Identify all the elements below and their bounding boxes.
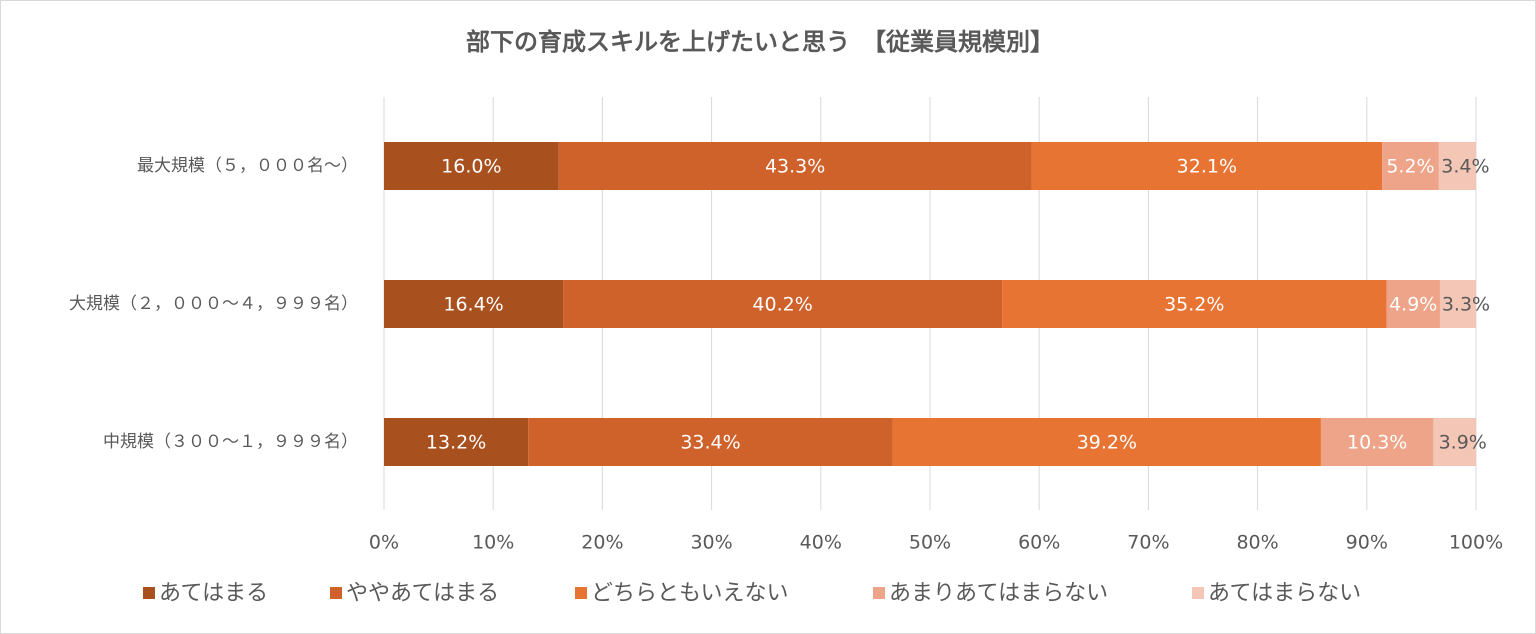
legend-swatch: [873, 587, 885, 599]
bar-segment: [384, 418, 529, 466]
bar-segment: [558, 142, 1032, 190]
legend-label: あてはまる: [159, 581, 268, 606]
data-label: 32.1%: [1177, 156, 1237, 178]
bar-segment: [1002, 280, 1387, 328]
data-label: 33.4%: [680, 432, 740, 454]
legend-label: あてはまらない: [1208, 581, 1361, 606]
legend-swatch: [575, 587, 587, 599]
bar-segment: [1438, 142, 1476, 190]
data-label: 3.9%: [1439, 432, 1487, 454]
x-tick-label: 70%: [1127, 532, 1169, 554]
y-tick-label: 中規模（３００～１，９９９名）: [103, 432, 358, 452]
x-tick-label: 50%: [909, 532, 951, 554]
data-label: 39.2%: [1077, 432, 1137, 454]
x-tick-label: 60%: [1018, 532, 1060, 554]
data-label: 3.3%: [1442, 294, 1490, 316]
bar-segment: [1031, 142, 1383, 190]
data-label: 35.2%: [1164, 294, 1224, 316]
bar-segment: [1382, 142, 1439, 190]
y-tick-label: 最大規模（５，０００名～）: [137, 156, 358, 176]
x-tick-label: 80%: [1236, 532, 1278, 554]
bar-segment: [1386, 280, 1440, 328]
data-label: 40.2%: [752, 294, 812, 316]
x-tick-label: 20%: [581, 532, 623, 554]
x-tick-label: 30%: [690, 532, 732, 554]
data-label: 4.9%: [1389, 294, 1437, 316]
data-label: 43.3%: [765, 156, 825, 178]
data-label: 10.3%: [1347, 432, 1407, 454]
legend-swatch: [1192, 587, 1204, 599]
legend-label: あまりあてはまらない: [889, 581, 1108, 606]
data-label: 5.2%: [1386, 156, 1434, 178]
x-tick-label: 40%: [800, 532, 842, 554]
x-tick-label: 90%: [1346, 532, 1388, 554]
data-label: 13.2%: [426, 432, 486, 454]
data-label: 16.4%: [443, 294, 503, 316]
bar-segment: [892, 418, 1321, 466]
y-tick-label: 大規模（２，０００～４，９９９名）: [69, 294, 358, 314]
bar-segment: [384, 142, 559, 190]
bar-segment: [384, 280, 564, 328]
bar-segment: [563, 280, 1003, 328]
x-tick-label: 10%: [472, 532, 514, 554]
legend-label: どちらともいえない: [591, 581, 789, 606]
data-label: 16.0%: [441, 156, 501, 178]
chart-title: 部下の育成スキルを上げたいと思う 【従業員規模別】: [466, 28, 1054, 56]
legend-swatch: [143, 587, 155, 599]
data-label: 3.4%: [1441, 156, 1489, 178]
legend-swatch: [330, 587, 342, 599]
x-tick-label: 100%: [1449, 532, 1503, 554]
legend-label: ややあてはまる: [346, 581, 499, 606]
bar-segment: [1439, 280, 1476, 328]
x-tick-label: 0%: [369, 532, 399, 554]
bar-segment: [1320, 418, 1434, 466]
bar-segment: [528, 418, 893, 466]
bar-segment: [1433, 418, 1476, 466]
